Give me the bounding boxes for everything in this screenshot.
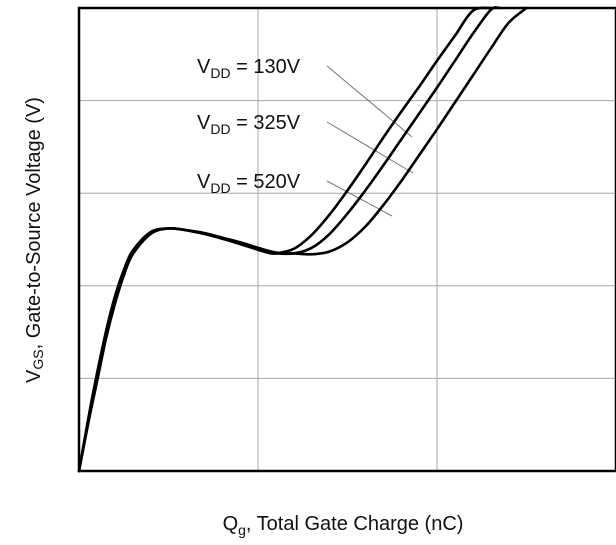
legend-label-vdd-130v: VDD = 130V xyxy=(197,56,301,81)
plot-frame xyxy=(77,6,616,473)
x-axis-label: Qg, Total Gate Charge (nC) xyxy=(223,513,464,538)
y-axis-label-rest: , Gate-to-Source Voltage (V) xyxy=(23,97,45,349)
grid-lines xyxy=(79,8,616,471)
x-axis-label-main: Q xyxy=(223,513,239,535)
legend-labels: VDD = 130V VDD = 325V VDD = 520V xyxy=(197,56,301,196)
legend-leader-vdd-325v xyxy=(326,121,414,174)
series-lines xyxy=(77,6,528,473)
legend-label-vdd-520v: VDD = 520V xyxy=(197,171,301,196)
legend-leader-vdd-130v xyxy=(326,65,413,138)
y-axis-label-main: V xyxy=(23,369,45,383)
x-axis-label-sub: g xyxy=(238,522,246,538)
y-axis-label-sub: GS xyxy=(30,349,46,369)
y-axis-label: VGS, Gate-to-Source Voltage (V) xyxy=(23,97,46,383)
legend-label-vdd-325v: VDD = 325V xyxy=(197,112,301,137)
series-line-vdd-520v xyxy=(77,6,528,473)
x-axis-label-rest: , Total Gate Charge (nC) xyxy=(246,513,464,535)
